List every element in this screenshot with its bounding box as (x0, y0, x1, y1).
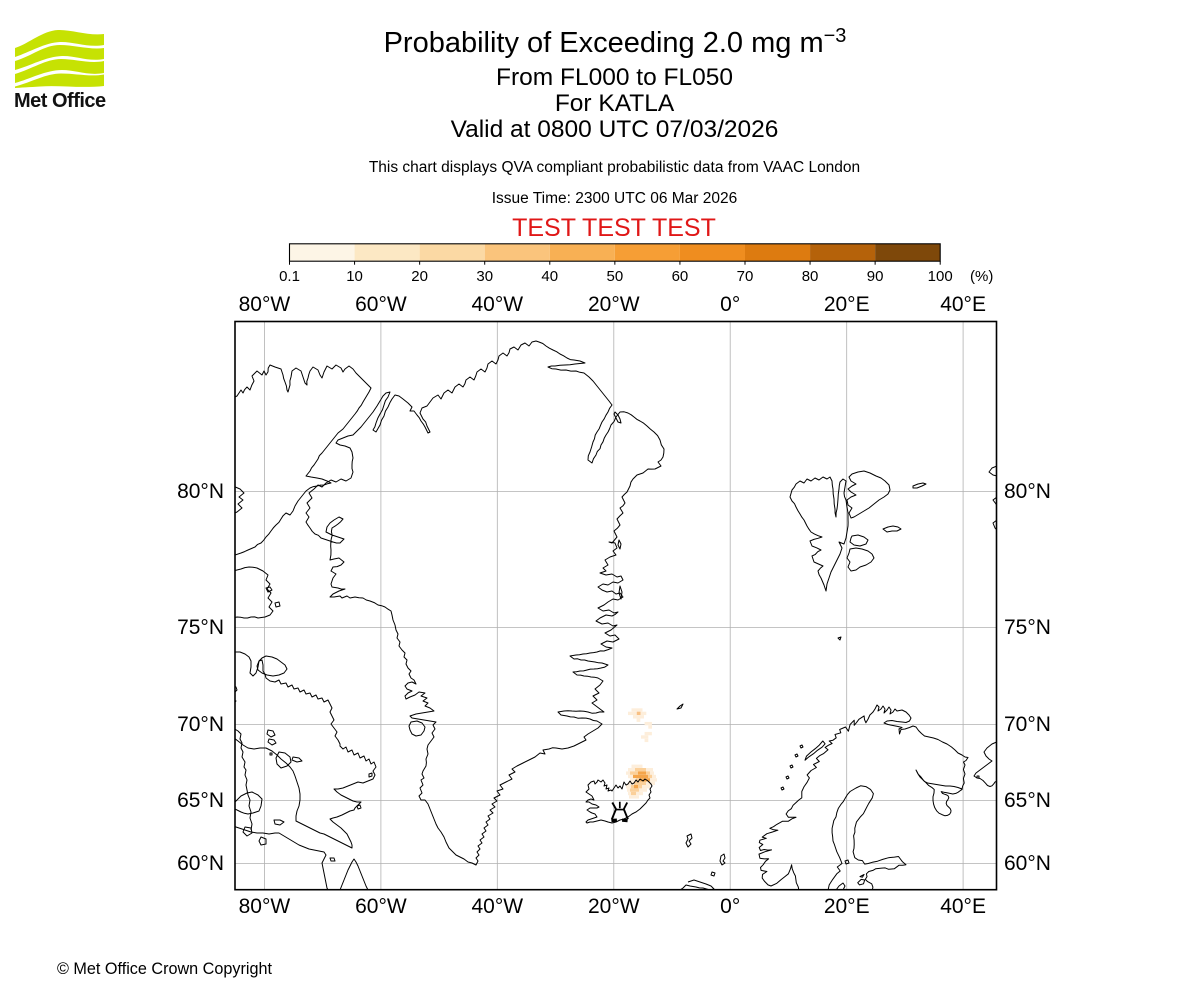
svg-text:40°W: 40°W (472, 895, 524, 918)
svg-text:60°N: 60°N (1004, 852, 1051, 875)
svg-text:80°W: 80°W (239, 895, 291, 918)
svg-text:(%): (%) (970, 268, 993, 285)
svg-text:20°W: 20°W (588, 293, 640, 316)
svg-text:70°N: 70°N (1004, 713, 1051, 736)
svg-text:10: 10 (346, 268, 363, 285)
svg-text:0°: 0° (720, 895, 740, 918)
svg-text:20: 20 (411, 268, 428, 285)
svg-text:Met Office: Met Office (14, 90, 106, 112)
svg-text:This chart displays QVA compli: This chart displays QVA compliant probab… (369, 159, 860, 176)
svg-text:For KATLA: For KATLA (555, 90, 675, 117)
svg-text:60°N: 60°N (177, 852, 224, 875)
svg-text:80: 80 (802, 268, 819, 285)
svg-text:65°N: 65°N (1004, 789, 1051, 812)
svg-text:80°W: 80°W (239, 293, 291, 316)
svg-text:40°E: 40°E (940, 293, 986, 316)
svg-text:40°W: 40°W (472, 293, 524, 316)
svg-text:60°W: 60°W (355, 895, 407, 918)
svg-text:80°N: 80°N (177, 480, 224, 503)
svg-text:70°N: 70°N (177, 713, 224, 736)
svg-text:90: 90 (867, 268, 884, 285)
svg-text:70: 70 (737, 268, 754, 285)
svg-text:50: 50 (607, 268, 624, 285)
svg-text:20°E: 20°E (824, 293, 870, 316)
svg-text:Issue Time: 2300 UTC 06 Mar 20: Issue Time: 2300 UTC 06 Mar 2026 (492, 190, 738, 207)
svg-text:20°E: 20°E (824, 895, 870, 918)
svg-text:40: 40 (541, 268, 558, 285)
svg-text:From FL000 to FL050: From FL000 to FL050 (496, 64, 733, 91)
svg-text:TEST TEST TEST: TEST TEST TEST (512, 214, 716, 242)
svg-text:© Met Office Crown Copyright: © Met Office Crown Copyright (57, 960, 272, 978)
svg-text:30: 30 (476, 268, 493, 285)
svg-text:80°N: 80°N (1004, 480, 1051, 503)
svg-text:Probability of Exceeding 2.0 m: Probability of Exceeding 2.0 mg m−3 (384, 25, 847, 59)
svg-text:65°N: 65°N (177, 789, 224, 812)
svg-text:0.1: 0.1 (279, 268, 300, 285)
svg-text:40°E: 40°E (940, 895, 986, 918)
svg-text:0°: 0° (720, 293, 740, 316)
svg-text:Valid at 0800 UTC 07/03/2026: Valid at 0800 UTC 07/03/2026 (451, 116, 779, 143)
svg-text:75°N: 75°N (177, 616, 224, 639)
svg-text:20°W: 20°W (588, 895, 640, 918)
svg-text:75°N: 75°N (1004, 616, 1051, 639)
svg-text:100: 100 (928, 268, 953, 285)
svg-text:60: 60 (672, 268, 689, 285)
svg-text:60°W: 60°W (355, 293, 407, 316)
